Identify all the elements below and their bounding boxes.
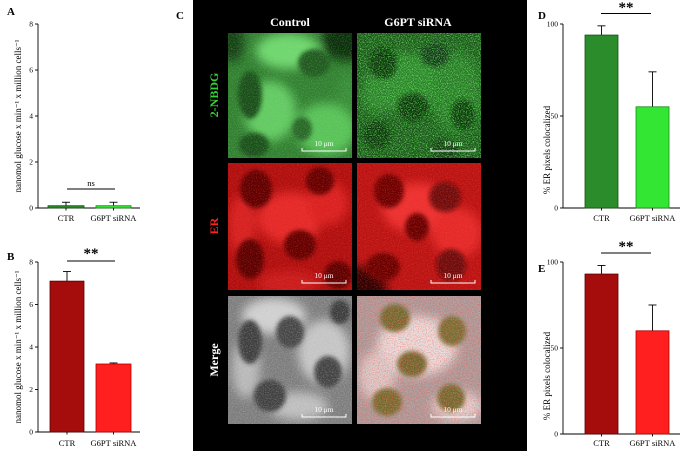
micrograph-merge-g6pt-sirna <box>357 296 481 424</box>
scale-bar-line <box>301 414 347 418</box>
panel-e-significance-label: ** <box>619 239 634 255</box>
panel-b-y-tick-label: 2 <box>29 385 33 394</box>
panel-d-label: D <box>538 10 546 22</box>
panel-a-bar-ctr <box>47 205 85 209</box>
scale-bar-label: 10 μm <box>443 139 462 148</box>
panel-e-y-tick-label: 50 <box>551 344 559 353</box>
panel-b-category-label: G6PT siRNA <box>91 438 138 448</box>
panel-b-y-axis-label: nanomol glucose x min⁻¹ x million cells⁻… <box>13 270 23 423</box>
row-label-er: ER <box>207 217 221 234</box>
panel-d-significance-label: ** <box>619 0 634 16</box>
scale-bar: 10 μm <box>301 139 347 152</box>
micrograph-er-control <box>228 163 352 290</box>
panel-d-category-label: CTR <box>593 213 610 223</box>
panel-b-category-label: CTR <box>59 438 76 448</box>
panel-d-y-axis-label: % ER pixels colocalized <box>542 105 552 194</box>
panel-e-label: E <box>538 263 545 275</box>
column-header-control: Control <box>270 15 310 29</box>
panel-d-chart: D 0 50 100 CTR G6PT siRNA ** % ER pixels coloca… <box>538 0 680 223</box>
row-label-merge: Merge <box>207 343 221 377</box>
panel-a-y-tick-label: 8 <box>29 20 33 29</box>
panel-a-y-axis-label: nanomol glucose x min⁻¹ x million cells⁻… <box>13 39 23 192</box>
scale-bar-line <box>430 414 476 418</box>
panel-b-chart: B 0 2 4 6 8 CTR G6PT siRNA ** nanomol glucose x m… <box>7 246 140 448</box>
scale-bar: 10 μm <box>301 405 347 418</box>
panel-a-significance-label: ns <box>87 178 95 188</box>
panel-a-bar-g6pt-sirna <box>95 205 132 209</box>
fluorescence-speckle <box>228 163 352 290</box>
scale-bar-line <box>301 148 347 152</box>
panel-b-y-tick-label: 8 <box>29 258 33 267</box>
scale-bar-line <box>301 280 347 284</box>
column-header-g6pt-sirna: G6PT siRNA <box>384 15 452 29</box>
scale-bar: 10 μm <box>430 405 476 418</box>
scale-bar-label: 10 μm <box>314 139 333 148</box>
panel-e-bar-ctr <box>584 273 619 435</box>
panel-a-label: A <box>7 6 15 18</box>
panel-e-category-label: G6PT siRNA <box>630 438 677 448</box>
micrograph-2-nbdg-control <box>228 33 352 158</box>
panel-a-y-tick-label: 2 <box>29 158 33 167</box>
panel-a-y-tick-label: 0 <box>29 204 33 213</box>
panel-d-y-tick-label: 0 <box>554 204 558 213</box>
scale-bar-label: 10 μm <box>314 271 333 280</box>
scale-bar: 10 μm <box>430 139 476 152</box>
panel-b-y-tick-label: 6 <box>29 300 33 309</box>
panel-e-category-label: CTR <box>593 438 610 448</box>
fluorescence-speckle <box>228 33 352 158</box>
panel-b-y-tick-label: 4 <box>29 343 33 352</box>
micrograph-2-nbdg-g6pt-sirna <box>357 33 481 158</box>
panel-b-bar-g6pt-sirna <box>95 363 132 433</box>
panel-a-y-tick-label: 6 <box>29 66 33 75</box>
micrograph-er-g6pt-sirna <box>357 163 481 290</box>
scale-bar-label: 10 μm <box>443 405 462 414</box>
panel-e-bar-g6pt-sirna <box>635 330 670 435</box>
panel-e-chart: E 0 50 100 CTR G6PT siRNA ** % ER pixels coloca… <box>538 239 680 448</box>
fluorescence-speckle <box>357 163 481 290</box>
panel-a-category-label: CTR <box>58 213 75 223</box>
scale-bar: 10 μm <box>301 271 347 284</box>
row-label-2-nbdg: 2-NBDG <box>207 73 221 118</box>
scale-bar-label: 10 μm <box>314 405 333 414</box>
scale-bar: 10 μm <box>430 271 476 284</box>
fluorescence-speckle <box>357 296 481 424</box>
panel-d-bar-ctr <box>584 34 619 209</box>
panel-d-bar-g6pt-sirna <box>635 106 670 209</box>
fluorescence-speckle <box>357 33 481 158</box>
scale-bar-label: 10 μm <box>443 271 462 280</box>
panel-d-y-tick-label: 100 <box>547 20 559 29</box>
panel-e-y-axis-label: % ER pixels colocalized <box>542 331 552 420</box>
panel-b-y-tick-label: 0 <box>29 428 33 437</box>
panel-b-bar-ctr <box>49 280 85 433</box>
panel-a-y-tick-label: 4 <box>29 112 33 121</box>
scale-bar-line <box>430 280 476 284</box>
panel-a-category-label: G6PT siRNA <box>91 213 138 223</box>
panel-b-label: B <box>7 251 15 263</box>
panel-c-label: C <box>176 10 184 22</box>
panel-e-y-tick-label: 0 <box>554 430 558 439</box>
panel-d-category-label: G6PT siRNA <box>630 213 677 223</box>
micrograph-merge-control <box>228 296 352 424</box>
panel-b-significance-label: ** <box>84 246 99 262</box>
fluorescence-speckle <box>228 296 352 424</box>
panel-a-chart: A 0 2 4 6 8 CTR G6PT siRNA ns nanomol glucose x m… <box>7 6 140 223</box>
panel-d-y-tick-label: 50 <box>551 112 559 121</box>
panel-e-y-tick-label: 100 <box>547 258 559 267</box>
scale-bar-line <box>430 148 476 152</box>
panel-c-micrographs: C Control G6PT siRNA 2-NBDG ER Merge 10 … <box>176 0 527 451</box>
